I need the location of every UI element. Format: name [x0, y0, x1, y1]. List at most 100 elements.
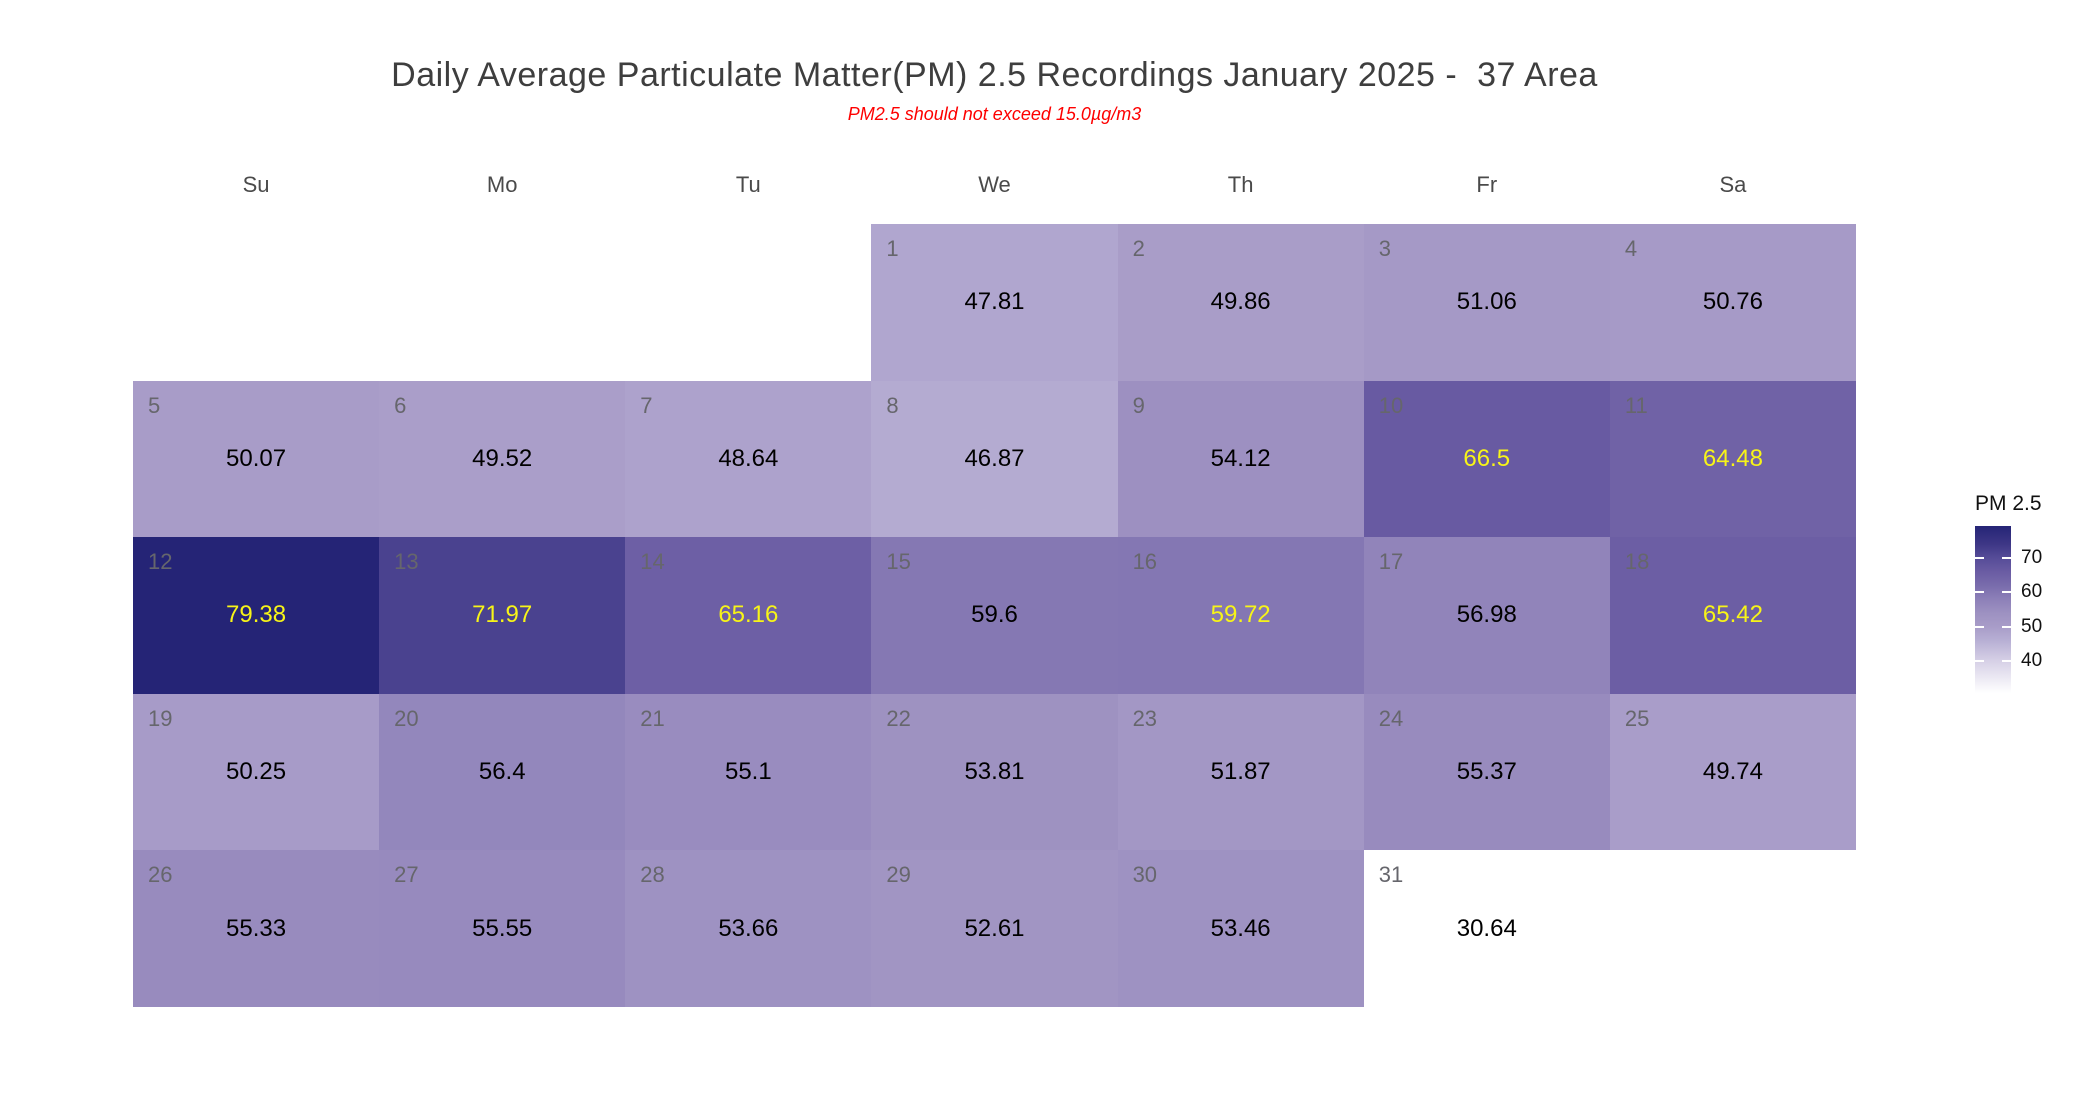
calendar-day-cell-26: 26 55.33: [133, 850, 380, 1007]
day-value: 65.42: [1702, 601, 1763, 629]
calendar-day-cell-9: 9 54.12: [1117, 380, 1364, 538]
day-value: 49.52: [472, 444, 533, 472]
day-number: 17: [1378, 549, 1404, 575]
day-number: 26: [148, 862, 173, 888]
day-number: 21: [640, 705, 665, 731]
chart-subtitle: PM2.5 should not exceed 15.0µg/m3: [847, 104, 1142, 124]
calendar-day-cell-28: 28 53.66: [625, 850, 872, 1007]
day-value: 56.98: [1456, 601, 1517, 629]
day-number: 13: [394, 549, 419, 575]
calendar-day-cell-10: 10 66.5: [1363, 380, 1610, 538]
day-value: 51.87: [1210, 758, 1271, 786]
calendar-day-cell-21: 21 55.1: [625, 693, 872, 851]
day-number: 7: [640, 392, 653, 418]
calendar-day-cell-30: 30 53.46: [1117, 850, 1364, 1007]
day-value: 59.6: [971, 601, 1018, 629]
weekday-label-we: We: [978, 172, 1011, 197]
day-number: 3: [1378, 236, 1391, 261]
day-value: 55.1: [724, 758, 772, 786]
day-number: 2: [1132, 236, 1145, 261]
day-number: 9: [1132, 392, 1145, 418]
day-number: 29: [886, 862, 911, 888]
calendar-day-cell-17: 17 56.98: [1363, 537, 1610, 694]
calendar-day-cell-13: 13 71.97: [379, 537, 626, 694]
calendar-day-cell-27: 27 55.55: [379, 850, 626, 1007]
legend-tick-label: 60: [2021, 581, 2043, 603]
day-value: 66.5: [1463, 444, 1511, 472]
calendar-day-cell-29: 29 52.61: [871, 850, 1118, 1007]
day-value: 49.74: [1702, 758, 1763, 786]
weekday-label-su: Su: [242, 172, 270, 197]
day-value: 49.86: [1210, 288, 1271, 316]
calendar-day-cell-15: 15 59.6: [871, 537, 1118, 694]
legend-tick-label: 70: [2021, 547, 2043, 569]
day-value: 50.76: [1702, 288, 1763, 316]
weekday-label-th: Th: [1227, 172, 1254, 197]
day-number: 8: [886, 392, 899, 418]
day-value: 55.33: [226, 914, 287, 942]
day-value: 53.66: [718, 914, 779, 942]
legend-tick-mark: [1975, 591, 1984, 594]
day-value: 56.4: [478, 758, 526, 786]
calendar-day-cell-12: 12 79.38: [133, 537, 380, 694]
day-value: 59.72: [1210, 601, 1271, 629]
day-number: 18: [1624, 549, 1650, 575]
day-value: 51.06: [1456, 288, 1517, 316]
day-number: 24: [1378, 705, 1404, 731]
legend-title: PM 2.5: [1975, 492, 2042, 515]
day-number: 1: [886, 236, 899, 261]
day-number: 30: [1132, 862, 1158, 888]
day-value: 65.16: [718, 601, 779, 629]
weekday-label-fr: Fr: [1476, 172, 1498, 197]
calendar-day-cell-19: 19 50.25: [133, 693, 380, 851]
legend-gradient-bar: [1975, 526, 2011, 693]
day-value: 64.48: [1702, 444, 1763, 472]
calendar-day-cell-31: 31 30.64: [1363, 850, 1610, 1007]
day-number: 27: [394, 862, 419, 888]
legend-tick-label: 40: [2021, 649, 2043, 671]
calendar-day-cell-11: 11 64.48: [1609, 380, 1856, 538]
legend-tick-mark: [1975, 659, 1984, 662]
day-value: 47.81: [964, 288, 1025, 316]
day-value: 53.46: [1210, 914, 1271, 942]
day-value: 46.87: [964, 444, 1025, 472]
calendar-day-cell-16: 16 59.72: [1117, 537, 1364, 694]
day-number: 11: [1624, 392, 1648, 418]
calendar-day-cell-5: 5 50.07: [133, 380, 380, 538]
calendar-day-cell-3: 3 51.06: [1363, 224, 1610, 381]
day-number: 23: [1132, 705, 1158, 731]
day-value: 71.97: [472, 601, 533, 629]
day-value: 53.81: [964, 758, 1025, 786]
day-number: 15: [886, 549, 911, 575]
legend-tick-label: 50: [2021, 615, 2043, 637]
day-number: 31: [1378, 862, 1404, 888]
legend-tick-mark: [2002, 591, 2011, 594]
day-number: 28: [640, 862, 665, 888]
weekday-label-tu: Tu: [735, 172, 761, 197]
day-number: 25: [1624, 705, 1650, 731]
legend-tick-mark: [2002, 659, 2011, 662]
calendar-day-cell-8: 8 46.87: [871, 380, 1118, 538]
legend-tick-mark: [2002, 557, 2011, 560]
day-number: 12: [148, 549, 173, 575]
weekday-label-mo: Mo: [486, 172, 518, 197]
day-value: 50.25: [226, 758, 287, 786]
legend-tick-mark: [1975, 557, 1984, 560]
day-number: 10: [1378, 392, 1404, 418]
day-value: 48.64: [718, 444, 779, 472]
calendar-day-cell-24: 24 55.37: [1363, 693, 1610, 851]
day-number: 20: [394, 705, 419, 731]
day-number: 5: [148, 392, 161, 418]
calendar-day-cell-14: 14 65.16: [625, 537, 872, 694]
weekday-label-sa: Sa: [1719, 172, 1747, 197]
day-number: 19: [148, 705, 173, 731]
calendar-day-cell-18: 18 65.42: [1609, 537, 1856, 694]
legend-tick-mark: [2002, 625, 2011, 628]
calendar-day-cell-23: 23 51.87: [1117, 693, 1364, 851]
day-value: 52.61: [964, 914, 1025, 942]
day-value: 79.38: [226, 601, 287, 629]
day-value: 54.12: [1210, 444, 1271, 472]
calendar-day-cell-20: 20 56.4: [379, 693, 626, 851]
calendar-day-cell-22: 22 53.81: [871, 693, 1118, 851]
